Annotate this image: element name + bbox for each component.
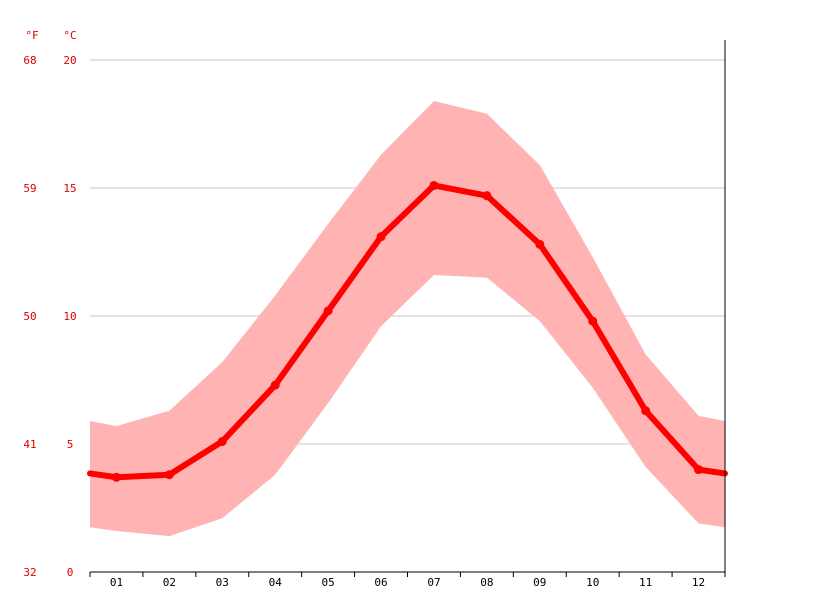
x-tick-label-12: 12 (692, 576, 705, 589)
data-point-01 (111, 472, 121, 482)
label-layer: °F °C 0 32 5 41 10 50 15 59 20 68 01 02 03 04 05 06 07 08… (23, 29, 705, 589)
y-tick-celsius-0: 0 (67, 566, 74, 579)
y-tick-celsius-10: 10 (63, 310, 76, 323)
data-point-05 (323, 306, 333, 316)
x-tick-label-02: 02 (163, 576, 176, 589)
x-tick-label-06: 06 (374, 576, 387, 589)
data-point-03 (217, 436, 227, 446)
x-tick-label-08: 08 (480, 576, 493, 589)
y-tick-celsius-5: 5 (67, 438, 74, 451)
axis-layer (89, 40, 726, 577)
x-tick-label-10: 10 (586, 576, 599, 589)
data-point-04 (270, 380, 280, 390)
x-tick-label-05: 05 (322, 576, 335, 589)
x-tick-label-04: 04 (269, 576, 283, 589)
data-point-11 (641, 406, 651, 416)
data-point-06 (376, 232, 386, 242)
y-tick-fahrenheit-50: 50 (23, 310, 36, 323)
x-tick-label-01: 01 (110, 576, 123, 589)
temperature-band-layer (90, 100, 725, 537)
mean-temperature-line (87, 182, 728, 481)
y-tick-celsius-15: 15 (63, 182, 76, 195)
x-tick-label-11: 11 (639, 576, 652, 589)
temperature-range-band (90, 100, 725, 537)
data-point-08 (482, 191, 492, 201)
data-point-12 (694, 465, 704, 475)
x-tick-label-03: 03 (216, 576, 229, 589)
data-point-02 (164, 470, 174, 480)
y-tick-fahrenheit-32: 32 (23, 566, 36, 579)
data-point-10 (588, 316, 598, 326)
x-tick-label-07: 07 (427, 576, 440, 589)
data-point-07 (429, 180, 439, 190)
y-tick-fahrenheit-68: 68 (23, 54, 36, 67)
x-tick-label-09: 09 (533, 576, 546, 589)
y-tick-fahrenheit-59: 59 (23, 182, 36, 195)
mean-line-layer (87, 180, 728, 482)
y-tick-fahrenheit-41: 41 (23, 438, 36, 451)
unit-label-celsius: °C (63, 29, 76, 42)
unit-label-fahrenheit: °F (25, 29, 38, 42)
y-tick-celsius-20: 20 (63, 54, 76, 67)
data-point-09 (535, 239, 545, 249)
